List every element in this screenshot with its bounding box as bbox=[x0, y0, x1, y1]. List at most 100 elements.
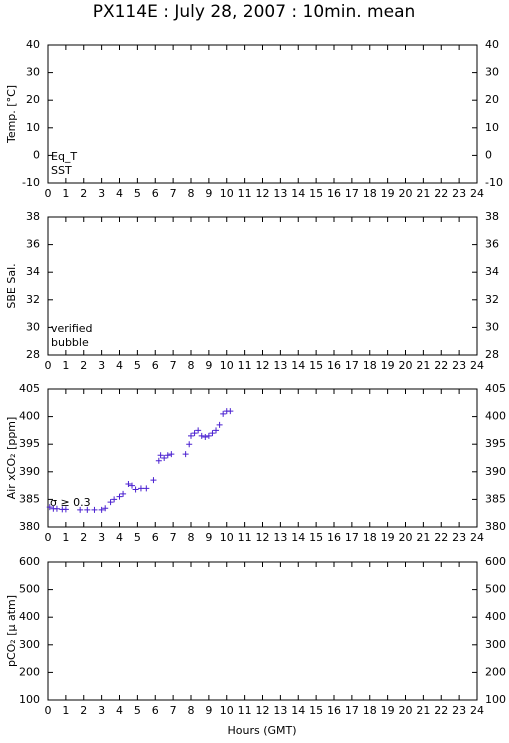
point bbox=[116, 493, 123, 500]
y-tick-label: 30 bbox=[26, 66, 40, 79]
x-tick-label: 0 bbox=[45, 187, 52, 200]
point bbox=[143, 485, 150, 492]
x-tick-label: 13 bbox=[273, 704, 287, 717]
y-tick-label: 10 bbox=[485, 121, 499, 134]
y-tick-label: 32 bbox=[485, 293, 499, 306]
point bbox=[46, 504, 53, 511]
x-tick-label: 15 bbox=[309, 531, 323, 544]
x-tick-label: 16 bbox=[327, 704, 341, 717]
point bbox=[213, 427, 220, 434]
y-tick-label: 395 bbox=[485, 437, 506, 450]
legend-entry: Eq_T bbox=[51, 150, 77, 163]
x-tick-label: 1 bbox=[62, 704, 69, 717]
x-tick-label: 4 bbox=[116, 359, 123, 372]
y-axis-label: pCO₂ [μ atm] bbox=[5, 595, 18, 667]
x-tick-label: 23 bbox=[452, 359, 466, 372]
x-tick-label: 8 bbox=[188, 359, 195, 372]
y-tick-label: 30 bbox=[26, 320, 40, 333]
x-tick-label: 16 bbox=[327, 187, 341, 200]
point bbox=[188, 432, 194, 439]
x-tick-label: 6 bbox=[152, 704, 159, 717]
y-tick-label: 28 bbox=[26, 348, 40, 361]
y-tick-label: 400 bbox=[19, 410, 40, 423]
point bbox=[164, 452, 171, 459]
x-tick-label: 4 bbox=[116, 704, 123, 717]
x-tick-label: 16 bbox=[327, 359, 341, 372]
x-tick-label: 13 bbox=[273, 187, 287, 200]
x-tick-label: 7 bbox=[170, 704, 177, 717]
x-tick-label: 10 bbox=[220, 359, 234, 372]
y-tick-label: 300 bbox=[19, 638, 40, 651]
y-tick-label: 390 bbox=[19, 465, 40, 478]
y-tick-label: 400 bbox=[485, 610, 506, 623]
point bbox=[209, 430, 216, 437]
y-tick-label: 40 bbox=[26, 38, 40, 51]
y-tick-label: 32 bbox=[26, 293, 40, 306]
x-tick-label: 14 bbox=[291, 704, 305, 717]
point bbox=[186, 441, 193, 448]
y-tick-label: 40 bbox=[485, 38, 499, 51]
x-tick-label: 0 bbox=[45, 704, 52, 717]
x-tick-label: 10 bbox=[220, 704, 234, 717]
point bbox=[84, 506, 91, 513]
x-tick-label: 3 bbox=[98, 531, 105, 544]
x-tick-label: 23 bbox=[452, 187, 466, 200]
x-tick-label: 22 bbox=[434, 187, 448, 200]
y-tick-label: 395 bbox=[19, 437, 40, 450]
y-tick-label: 500 bbox=[485, 583, 506, 596]
plot-frame bbox=[47, 216, 478, 356]
point bbox=[150, 477, 157, 484]
annotation: σ ≥ 0.3 bbox=[50, 496, 91, 509]
x-tick-label: 2 bbox=[80, 187, 87, 200]
point bbox=[102, 505, 109, 512]
x-tick-label: 11 bbox=[238, 187, 252, 200]
y-tick-label: 500 bbox=[19, 583, 40, 596]
point bbox=[107, 499, 114, 506]
x-tick-label: 23 bbox=[452, 531, 466, 544]
x-tick-label: 3 bbox=[98, 704, 105, 717]
x-tick-label: 12 bbox=[256, 359, 270, 372]
point bbox=[202, 434, 209, 441]
x-tick-label: 13 bbox=[273, 359, 287, 372]
x-tick-label: 3 bbox=[98, 187, 105, 200]
y-tick-label: 20 bbox=[485, 93, 499, 106]
x-tick-label: 12 bbox=[256, 704, 270, 717]
x-tick-label: 15 bbox=[309, 359, 323, 372]
x-tick-label: 24 bbox=[470, 359, 484, 372]
point bbox=[182, 451, 189, 458]
x-tick-label: 19 bbox=[381, 531, 395, 544]
x-tick-label: 4 bbox=[116, 187, 123, 200]
y-tick-label: 385 bbox=[485, 492, 506, 505]
y-tick-label: 20 bbox=[26, 93, 40, 106]
point bbox=[62, 506, 69, 513]
x-tick-label: 20 bbox=[399, 704, 413, 717]
x-tick-label: 9 bbox=[205, 704, 212, 717]
x-tick-label: 15 bbox=[309, 704, 323, 717]
x-tick-label: 19 bbox=[381, 187, 395, 200]
x-tick-label: 18 bbox=[363, 704, 377, 717]
point bbox=[198, 432, 205, 439]
x-tick-label: 12 bbox=[256, 187, 270, 200]
x-tick-label: 8 bbox=[188, 704, 195, 717]
y-tick-label: 10 bbox=[26, 121, 40, 134]
x-tick-label: 18 bbox=[363, 359, 377, 372]
point bbox=[98, 506, 105, 513]
x-tick-label: 10 bbox=[220, 187, 234, 200]
x-tick-label: 5 bbox=[134, 359, 141, 372]
point bbox=[91, 506, 98, 513]
x-tick-label: 22 bbox=[434, 531, 448, 544]
y-tick-label: 600 bbox=[19, 555, 40, 568]
x-tick-label: 17 bbox=[345, 531, 359, 544]
x-tick-label: 4 bbox=[116, 531, 123, 544]
y-tick-label: 600 bbox=[485, 555, 506, 568]
point bbox=[191, 430, 198, 437]
chart-title: PX114E : July 28, 2007 : 10min. mean bbox=[93, 2, 416, 22]
x-tick-label: 10 bbox=[220, 531, 234, 544]
point bbox=[129, 482, 136, 489]
legend-entry: SST bbox=[51, 164, 72, 177]
point bbox=[168, 451, 175, 458]
x-tick-label: 5 bbox=[134, 531, 141, 544]
x-tick-label: 5 bbox=[134, 704, 141, 717]
y-tick-label: 36 bbox=[26, 238, 40, 251]
x-tick-label: 2 bbox=[80, 704, 87, 717]
